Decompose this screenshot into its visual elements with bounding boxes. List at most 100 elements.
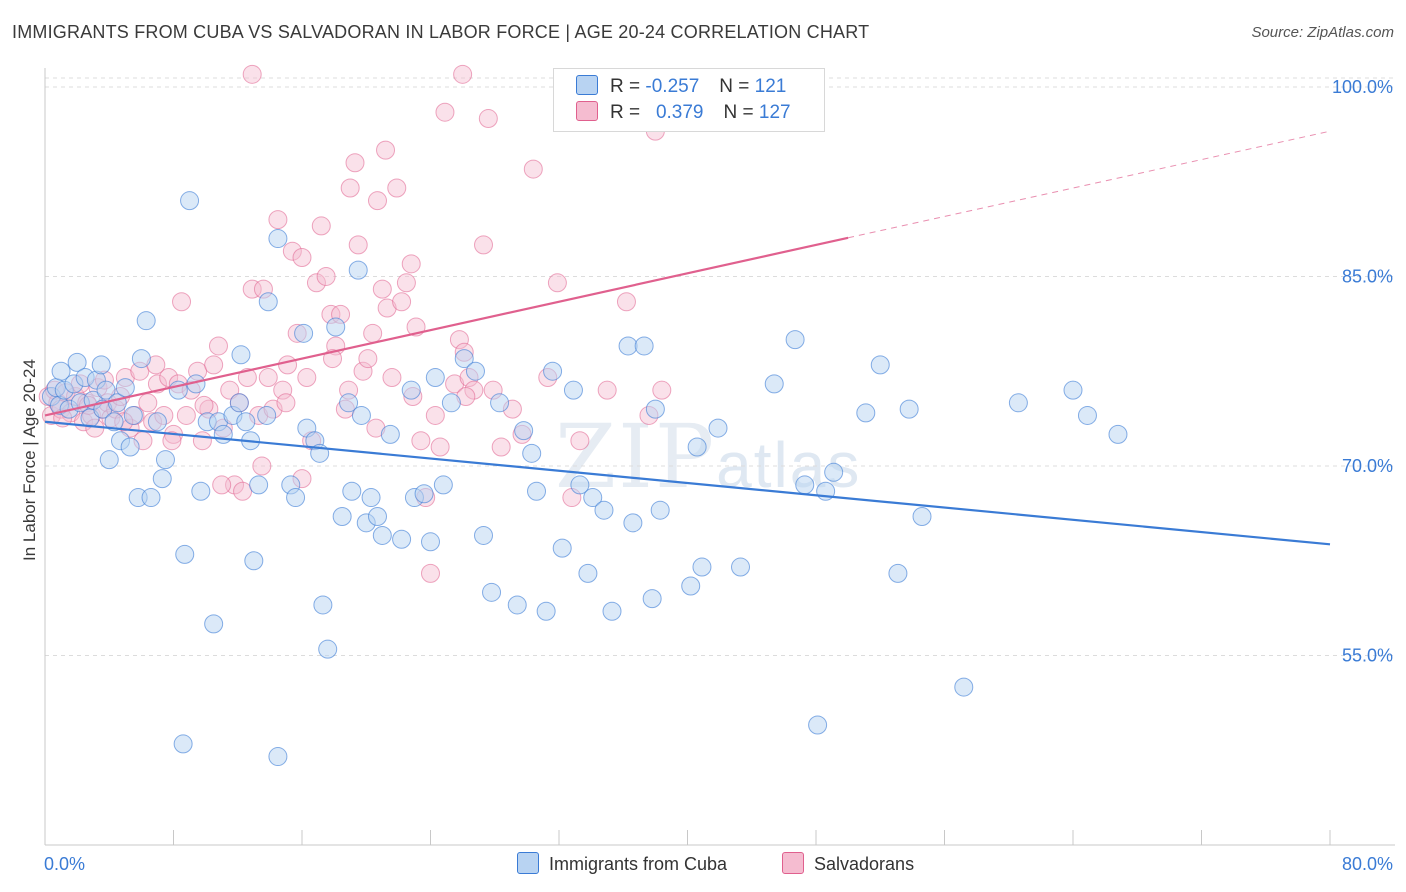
point-cuba xyxy=(1108,424,1128,444)
x-tick-label-max: 80.0% xyxy=(1342,854,1393,874)
point-salvadorans xyxy=(194,395,214,415)
point-salvadorans xyxy=(478,109,498,129)
point-cuba xyxy=(136,311,156,331)
point-salvadorans xyxy=(372,279,392,299)
point-salvadorans xyxy=(401,254,421,274)
point-cuba xyxy=(888,563,908,583)
trend-lines xyxy=(44,130,1331,546)
point-cuba xyxy=(152,469,172,489)
point-salvadorans xyxy=(237,368,257,388)
point-cuba xyxy=(578,563,598,583)
legend-r-label: R = xyxy=(610,76,641,97)
point-cuba xyxy=(361,488,381,508)
point-cuba xyxy=(123,405,143,425)
point-salvadorans xyxy=(425,405,445,425)
point-salvadorans xyxy=(570,431,590,451)
point-cuba xyxy=(67,352,87,372)
point-salvadorans xyxy=(523,159,543,179)
point-cuba xyxy=(623,513,643,533)
bottom-legend-swatch-cuba xyxy=(517,852,539,874)
point-cuba xyxy=(258,292,278,312)
point-cuba xyxy=(731,557,751,577)
point-salvadorans xyxy=(159,368,179,388)
point-cuba xyxy=(104,412,124,432)
point-cuba xyxy=(244,551,264,571)
point-cuba xyxy=(268,747,288,767)
point-salvadorans xyxy=(616,292,636,312)
point-cuba xyxy=(231,345,251,365)
point-salvadorans xyxy=(392,292,412,312)
y-tick-label: 100.0% xyxy=(1332,77,1393,97)
point-cuba xyxy=(490,393,510,413)
point-cuba xyxy=(692,557,712,577)
point-salvadorans xyxy=(278,355,298,375)
point-salvadorans xyxy=(147,374,167,394)
point-cuba xyxy=(401,380,421,400)
legend-swatch-salvadorans xyxy=(576,101,598,121)
point-cuba xyxy=(380,424,400,444)
point-salvadorans xyxy=(172,292,192,312)
point-cuba xyxy=(474,525,494,545)
point-salvadorans xyxy=(192,431,212,451)
point-cuba xyxy=(351,405,371,425)
point-cuba xyxy=(332,507,352,527)
point-cuba xyxy=(204,614,224,634)
point-cuba xyxy=(570,475,590,495)
point-salvadorans xyxy=(316,266,336,286)
source-label: Source: ZipAtlas.com xyxy=(1251,24,1394,41)
point-cuba xyxy=(96,380,116,400)
point-cuba xyxy=(294,323,314,343)
y-tick-label: 85.0% xyxy=(1342,266,1393,286)
point-cuba xyxy=(454,349,474,369)
point-cuba xyxy=(785,330,805,350)
point-cuba xyxy=(115,378,135,398)
correlation-legend: R = -0.257 N = 121 R = 0.379 N = 127 xyxy=(553,68,825,132)
point-cuba xyxy=(543,361,563,381)
bottom-legend-label-cuba: Immigrants from Cuba xyxy=(549,854,728,874)
point-cuba xyxy=(441,393,461,413)
point-salvadorans xyxy=(411,431,431,451)
point-cuba xyxy=(51,361,71,381)
point-cuba xyxy=(634,336,654,356)
grid-lines xyxy=(45,77,1395,656)
point-cuba xyxy=(1077,405,1097,425)
point-salvadorans xyxy=(547,273,567,293)
point-cuba xyxy=(602,601,622,621)
point-cuba xyxy=(687,437,707,457)
point-salvadorans xyxy=(367,191,387,211)
point-salvadorans xyxy=(242,64,262,84)
point-salvadorans xyxy=(491,437,511,457)
legend-row-cuba: R = -0.257 N = 121 xyxy=(576,75,786,99)
bottom-legend-cuba: Immigrants from Cuba xyxy=(517,852,727,875)
point-salvadorans xyxy=(220,380,240,400)
point-cuba xyxy=(348,260,368,280)
point-salvadorans xyxy=(276,393,296,413)
trendline-salvadorans xyxy=(44,236,849,417)
y-tick-label: 55.0% xyxy=(1342,645,1393,665)
point-cuba xyxy=(563,380,583,400)
point-salvadorans xyxy=(233,481,253,501)
point-salvadorans xyxy=(292,248,312,268)
point-cuba xyxy=(912,507,932,527)
point-salvadorans xyxy=(273,380,293,400)
point-salvadorans xyxy=(212,475,232,495)
point-cuba xyxy=(155,450,175,470)
point-salvadorans xyxy=(387,178,407,198)
point-salvadorans xyxy=(345,153,365,173)
point-salvadorans xyxy=(464,380,484,400)
point-cuba xyxy=(618,336,638,356)
point-cuba xyxy=(425,368,445,388)
point-cuba xyxy=(954,677,974,697)
point-salvadorans xyxy=(340,178,360,198)
point-cuba xyxy=(507,595,527,615)
point-cuba xyxy=(645,399,665,419)
point-salvadorans xyxy=(382,368,402,388)
point-cuba xyxy=(583,488,603,508)
point-cuba xyxy=(824,462,844,482)
point-cuba xyxy=(141,488,161,508)
point-cuba xyxy=(175,544,195,564)
legend-swatch-cuba xyxy=(576,75,598,95)
point-cuba xyxy=(536,601,556,621)
point-cuba xyxy=(465,361,485,381)
point-salvadorans xyxy=(204,355,224,375)
